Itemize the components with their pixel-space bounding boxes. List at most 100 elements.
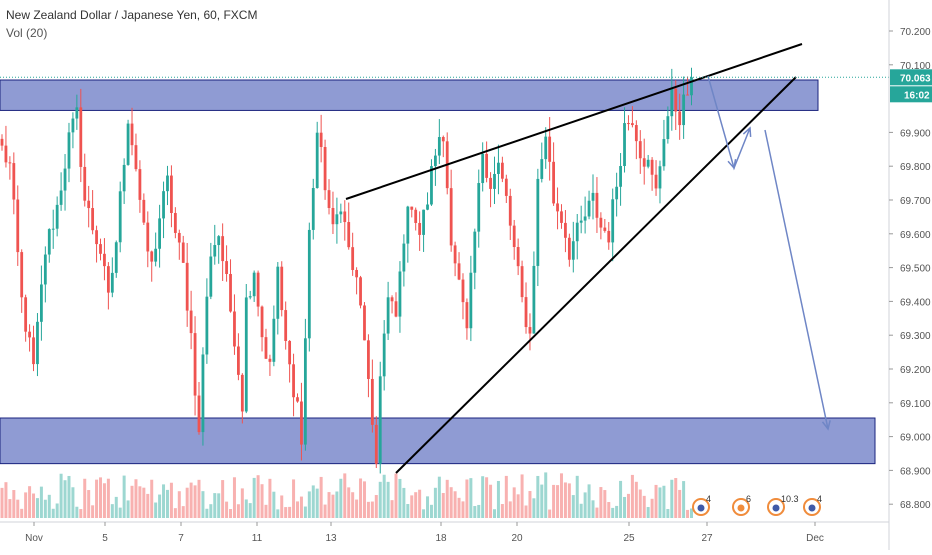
candle-body [256, 272, 260, 307]
volume-bar [650, 498, 654, 518]
volume-bar [548, 509, 552, 518]
candle-body [670, 88, 674, 117]
volume-bar [489, 484, 493, 518]
candle-body [536, 178, 540, 266]
candle-body [260, 306, 264, 338]
candle-body [359, 277, 362, 306]
earnings-marker-1[interactable]: 4 [692, 494, 711, 516]
volume-bar [134, 479, 138, 518]
candle-body [406, 206, 410, 244]
volume-bar [398, 478, 402, 518]
volume-bar [540, 484, 544, 518]
volume-bar [630, 474, 634, 518]
volume-bar [16, 499, 20, 518]
volume-bar [339, 478, 343, 518]
candle-body [678, 111, 682, 126]
resistance-zone[interactable] [0, 79, 819, 111]
volume-bar [268, 478, 272, 518]
countdown-tag [890, 86, 932, 103]
volume-bar [402, 487, 406, 518]
candle-body [4, 145, 8, 163]
volume-bar [634, 481, 638, 518]
volume-bar [87, 490, 91, 518]
symbol-title[interactable]: New Zealand Dollar / Japanese Yen, 60, F… [6, 8, 258, 22]
candle-body [36, 321, 39, 365]
x-tick-label: 20 [511, 533, 523, 544]
volume-bar [280, 495, 284, 518]
upper-trendline[interactable] [345, 43, 803, 200]
volume-bar [508, 501, 512, 518]
candle-body [603, 227, 607, 231]
candle-body [32, 337, 35, 365]
candle-body [103, 253, 106, 267]
earnings-marker-2[interactable]: 6 [732, 494, 751, 516]
candle-body [437, 137, 441, 156]
candle-body [87, 200, 91, 209]
volume-bar [276, 509, 280, 518]
volume-bar [79, 509, 83, 518]
candle-body [567, 237, 571, 260]
earnings-marker-4[interactable]: 4 [803, 494, 822, 516]
volume-bar [433, 487, 437, 518]
current-price-tag[interactable] [890, 69, 932, 86]
price-axis[interactable]: 70.200 70.100 69.900 69.800 69.700 69.600 69.5… [888, 0, 932, 550]
volume-bar [496, 480, 500, 518]
candle-body [524, 297, 528, 328]
volume-bar [481, 476, 485, 518]
candle-body [79, 107, 83, 167]
volume-bar [528, 491, 532, 518]
volume-bar [607, 502, 611, 518]
volume-bar [0, 487, 4, 518]
earnings-icon-dot [808, 504, 816, 512]
candle-body [189, 310, 193, 334]
volume-bar [579, 503, 583, 518]
y-tick-label: 69.700 [900, 196, 931, 207]
volume-indicator-label[interactable]: Vol (20) [6, 26, 48, 40]
volume-bar [370, 501, 374, 518]
volume-bar [252, 477, 256, 518]
candle-body [367, 340, 370, 379]
candle-body [402, 243, 406, 272]
volume-bar [272, 491, 276, 518]
support-zone[interactable] [0, 417, 876, 465]
candle-body [229, 273, 232, 312]
candle-body [307, 229, 311, 339]
time-axis[interactable]: Nov 5 7 11 13 18 20 25 27 Dec [0, 521, 889, 544]
earnings-marker-label: 10.3 [781, 494, 799, 504]
volume-bar [366, 501, 370, 518]
volume-bar [201, 491, 205, 518]
x-tick-label: 5 [102, 533, 108, 544]
earnings-marker-3[interactable]: 10.3 [767, 494, 799, 516]
y-tick-label: 69.100 [900, 399, 931, 410]
volume-bar [410, 495, 414, 518]
candle-body [158, 218, 161, 249]
volume-bar [552, 484, 556, 518]
volume-bar [390, 500, 394, 518]
volume-bar [422, 509, 426, 518]
volume-bar [382, 474, 386, 518]
breakdown-arrow[interactable] [764, 129, 829, 430]
lower-trendline[interactable] [395, 76, 797, 474]
candle-body [280, 266, 284, 311]
drawings-layer[interactable] [0, 43, 889, 474]
volume-bar [138, 486, 142, 518]
candle-body [595, 192, 599, 218]
volume-bar [232, 477, 236, 518]
candle-body [355, 269, 358, 278]
event-markers-layer[interactable]: 4 6 10.3 4 [692, 494, 822, 516]
candle-body [244, 297, 248, 412]
candle-body [347, 222, 351, 248]
volume-bar [229, 509, 233, 518]
current-price-value: 70.063 [900, 73, 931, 84]
volume-bar [106, 478, 110, 518]
volume-bar [63, 480, 67, 518]
candle-body [284, 310, 288, 341]
volume-bar [122, 475, 126, 518]
candle-body [520, 266, 524, 298]
volume-bar [114, 496, 118, 518]
volume-bar [666, 508, 670, 518]
candle-body [363, 305, 366, 341]
volume-bar [162, 484, 166, 518]
